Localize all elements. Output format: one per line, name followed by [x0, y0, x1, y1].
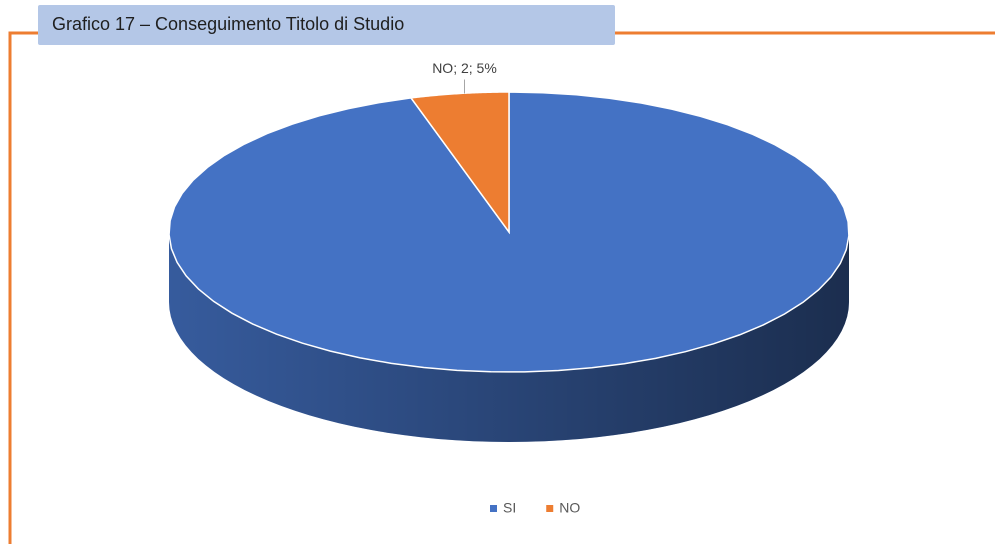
- chart-title: Grafico 17 – Conseguimento Titolo di Stu…: [52, 14, 404, 34]
- title-box: [38, 5, 615, 45]
- frame-left: [8, 31, 38, 544]
- legend-swatch: [546, 505, 554, 512]
- labels: SI; 41; 95% NO; 2; 5% SI NO: [432, 60, 624, 516]
- pie-side-shade: [169, 232, 849, 442]
- legend-label: SI: [503, 500, 516, 516]
- legend-label: NO: [559, 500, 580, 516]
- data-label: NO; 2; 5%: [432, 60, 497, 76]
- pie-slice: [409, 91, 510, 235]
- data-label: SI; 41; 95%: [549, 444, 623, 460]
- pie-slice: [168, 91, 850, 373]
- legend-swatch: [490, 505, 497, 512]
- pie: [168, 91, 850, 442]
